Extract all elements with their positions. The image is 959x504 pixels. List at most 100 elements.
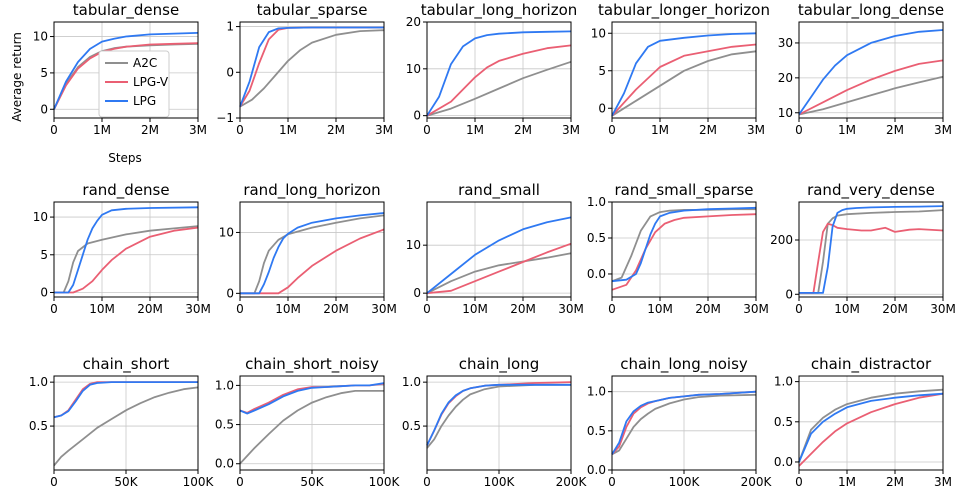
series-line-A2C — [426, 60, 572, 117]
series-line-LPG — [239, 26, 384, 107]
y-tick-label: 1 — [226, 20, 234, 34]
series-line-LPG — [239, 382, 385, 415]
series-line-LPG — [611, 390, 757, 455]
panel-rand_dense: 0 10M 20M 30M 0 5 10 rand_dense — [33, 181, 211, 316]
x-tick-label: 0 — [608, 475, 616, 489]
x-tick-label: 0 — [423, 123, 431, 137]
x-tick-label: 1M — [651, 123, 669, 137]
legend-label-LPG: LPG — [133, 94, 156, 108]
legend-label-LPG-V: LPG-V — [133, 75, 169, 89]
chart-title: tabular_longer_horizon — [598, 1, 770, 20]
panel-chain_long_noisy: 0 100K 200K 0.0 0.5 1.0 chain_long_noisy — [587, 355, 773, 489]
series-line-LPG — [798, 29, 944, 116]
y-tick-label: 5 — [40, 248, 48, 262]
x-tick-label: 0 — [795, 475, 803, 489]
y-tick-label: 0.0 — [774, 455, 793, 469]
plot-frame — [798, 375, 944, 471]
chart-title: rand_small_sparse — [614, 181, 753, 200]
y-tick-label: 10 — [406, 62, 421, 76]
x-tick-label: 100K — [484, 475, 516, 489]
x-tick-label: 0 — [50, 302, 58, 316]
y-tick-label: 0.5 — [402, 419, 421, 433]
x-tick-label: 50K — [300, 475, 324, 489]
y-tick-label: 0 — [40, 102, 48, 116]
y-tick-label: 20 — [406, 15, 421, 29]
y-tick-label: 5 — [40, 66, 48, 80]
x-tick-label: 0 — [236, 123, 244, 137]
series-line-A2C — [611, 208, 756, 283]
panel-rand_small_sparse: 0 10M 20M 30M 0.0 0.5 1.0 rand_small_sparse — [587, 181, 769, 316]
x-tick-label: 10M — [834, 302, 860, 316]
chart-title: rand_very_dense — [807, 181, 935, 200]
chart-title: rand_dense — [82, 181, 169, 200]
x-axis-label: Steps — [108, 151, 142, 165]
x-tick-label: 0 — [608, 302, 616, 316]
panel-rand_very_dense: 0 10M 20M 30M 0 200 rand_very_dense — [770, 181, 956, 316]
x-tick-label: 20M — [882, 302, 908, 316]
chart-title: chain_short_noisy — [245, 355, 379, 374]
x-tick-label: 20M — [137, 302, 163, 316]
x-tick-label: 1M — [838, 123, 856, 137]
plot-frame — [611, 201, 757, 298]
chart-title: tabular_dense — [73, 1, 179, 20]
series-line-LPG — [426, 30, 572, 117]
chart-title: tabular_long_horizon — [421, 1, 578, 20]
legend-label-A2C: A2C — [133, 56, 157, 70]
y-tick-label: 0 — [40, 285, 48, 299]
x-tick-label: 0 — [50, 475, 58, 489]
x-tick-label: 2M — [699, 123, 717, 137]
series-line-A2C — [54, 225, 199, 294]
y-tick-label: 1.0 — [587, 195, 606, 209]
series-line-LPG — [799, 205, 944, 294]
y-tick-label: −1 — [216, 111, 234, 125]
x-tick-label: 0 — [795, 123, 803, 137]
x-tick-label: 2M — [141, 123, 159, 137]
y-tick-label: 1.0 — [402, 375, 421, 389]
y-tick-label: 5 — [598, 64, 606, 78]
x-tick-label: 0 — [423, 475, 431, 489]
panel-chain_long: 0 100K 200K 0.5 1.0 chain_long — [402, 355, 588, 489]
chart-title: chain_short — [83, 355, 170, 374]
y-tick-label: 1.0 — [774, 375, 793, 389]
series-line-A2C — [426, 252, 572, 295]
series-line-LPG-V — [799, 222, 944, 294]
y-tick-label: 0 — [413, 109, 421, 123]
y-tick-label: 10 — [591, 26, 606, 40]
series-line-LPG-V — [53, 42, 199, 110]
plot-frame — [53, 21, 199, 119]
plot-frame — [426, 21, 572, 119]
y-tick-label: 10 — [33, 30, 48, 44]
series-line-A2C — [239, 389, 384, 465]
y-tick-label: 1.0 — [587, 385, 606, 399]
chart-title: rand_long_horizon — [243, 181, 380, 200]
series-line-LPG — [53, 32, 199, 110]
x-tick-label: 20M — [323, 302, 349, 316]
x-tick-label: 3M — [934, 123, 952, 137]
y-tick-label: 0.0 — [587, 267, 606, 281]
x-tick-label: 0 — [795, 302, 803, 316]
series-line-LPG — [54, 206, 199, 294]
series-line-LPG-V — [798, 59, 944, 116]
x-tick-label: 3M — [934, 475, 952, 489]
chart-title: rand_small — [458, 181, 540, 200]
x-tick-label: 100K — [183, 475, 215, 489]
x-tick-label: 10M — [275, 302, 301, 316]
chart-title: tabular_sparse — [257, 1, 368, 20]
x-tick-label: 1M — [466, 123, 484, 137]
series-line-LPG-V — [611, 43, 757, 117]
x-tick-label: 3M — [562, 123, 580, 137]
y-tick-label: 0.5 — [29, 419, 48, 433]
x-tick-label: 1M — [279, 123, 297, 137]
plot-frame — [239, 201, 385, 298]
chart-title: chain_long — [459, 355, 540, 374]
legend: A2C LPG-V LPG — [98, 50, 170, 118]
series-line-A2C — [798, 388, 944, 463]
x-tick-label: 20M — [695, 302, 721, 316]
series-line-LPG — [53, 381, 198, 419]
panel-chain_short: 0 50K 100K 0.5 1.0 chain_short — [29, 355, 215, 489]
x-tick-label: 3M — [375, 123, 393, 137]
y-tick-label: 10 — [406, 238, 421, 252]
series-line-LPG-V — [426, 242, 572, 295]
